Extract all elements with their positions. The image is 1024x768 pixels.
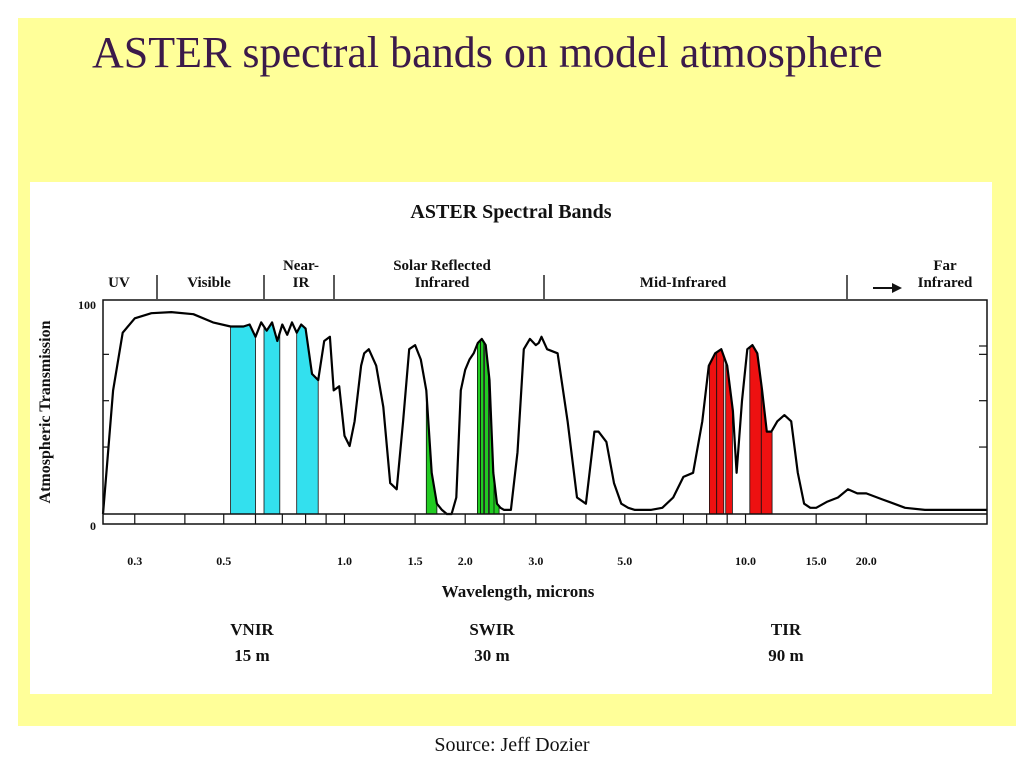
x-tick-label: 10.0: [735, 554, 756, 568]
region-label: Far Infrared: [918, 258, 973, 291]
aster-chart: ASTER Spectral Bands UV Visible Near-IR Sola…: [37, 201, 988, 665]
x-tick-label: 1.0: [337, 554, 352, 568]
x-tick-label: 2.0: [458, 554, 473, 568]
source-caption: Source: Jeff Dozier: [434, 734, 590, 756]
band-vnir: [263, 321, 281, 515]
x-tick-label: 5.0: [617, 554, 632, 568]
x-tick-label: 1.5: [408, 554, 423, 568]
instrument-group-name: VNIR: [230, 620, 274, 639]
region-label: Solar Reflected Infrared: [393, 258, 491, 291]
x-axis-label: Wavelength, microns: [442, 582, 595, 601]
instrument-group-name: TIR: [771, 620, 802, 639]
instrument-group-resolution: 15 m: [234, 646, 269, 665]
region-label: Mid-Infrared: [640, 275, 727, 291]
far-infrared-arrowhead: [892, 283, 902, 293]
slide-background: ASTER spectral bands on model atmosphere…: [18, 18, 1016, 726]
x-tick-label: 3.0: [528, 554, 543, 568]
transmission-curve: [101, 311, 987, 516]
x-tick-label: 15.0: [806, 554, 827, 568]
chart-figure: ASTER Spectral Bands UV Visible Near-IR Sola…: [30, 182, 992, 694]
instrument-group-resolution: 90 m: [768, 646, 803, 665]
band-tir: [716, 349, 725, 515]
region-label: Near-IR: [283, 258, 319, 291]
band-tir: [709, 351, 718, 515]
band-vnir: [230, 324, 256, 515]
x-tick-label: 0.5: [216, 554, 231, 568]
y-axis-label: Atmospheric Transmission: [37, 320, 54, 503]
band-vnir: [296, 324, 319, 515]
slide-title: ASTER spectral bands on model atmosphere: [92, 28, 883, 77]
x-tick-label: 0.3: [127, 554, 142, 568]
y-tick-label: 0: [90, 519, 96, 533]
chart-title: ASTER Spectral Bands: [410, 201, 611, 223]
instrument-group-name: SWIR: [469, 620, 515, 639]
band-swir: [480, 338, 485, 515]
x-tick-label: 20.0: [856, 554, 877, 568]
plot-frame: [102, 299, 988, 525]
region-label: UV: [108, 275, 130, 291]
instrument-group-resolution: 30 m: [474, 646, 509, 665]
band-swir: [477, 339, 481, 515]
region-label: Visible: [187, 275, 231, 291]
y-tick-label: 100: [78, 298, 96, 312]
